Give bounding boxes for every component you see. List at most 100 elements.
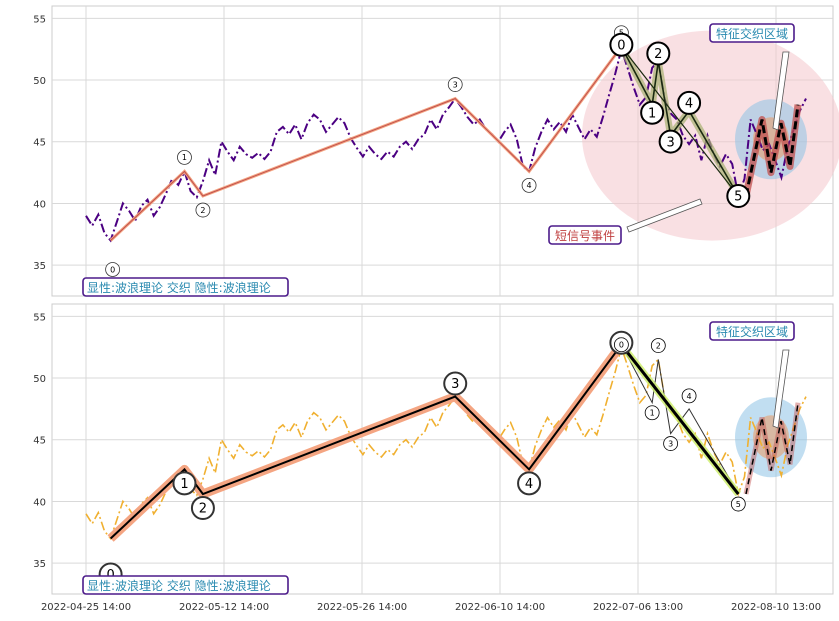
legend-box-text: 显性:波浪理论 交织 隐性:波浪理论	[87, 280, 271, 295]
wave-label-circle	[195, 202, 211, 218]
panel-bottom: 3540455055012345012345显性:波浪理论 交织 隐性:波浪理论…	[33, 303, 834, 613]
wave-label-text: 1	[180, 477, 188, 492]
legend-box: 显性:波浪理论 交织 隐性:波浪理论	[82, 277, 289, 297]
wave-label-circle	[443, 371, 468, 396]
wave2-label-marker: 0	[609, 32, 634, 57]
wave-label-text: 3	[451, 377, 459, 392]
y-tick-label: 45	[33, 138, 46, 149]
wave2-label-text: 5	[736, 500, 741, 509]
wave2-label-text: 4	[687, 392, 692, 401]
short-signal-text: 短信号事件	[555, 229, 615, 243]
wave-label-circle	[521, 177, 537, 193]
wave2-label-circle	[677, 90, 702, 115]
plot-frame	[51, 303, 834, 595]
wave2-label-text: 2	[654, 47, 662, 62]
wave-label-text: 3	[453, 80, 458, 89]
feature-region-annotation: 特征交织区域	[709, 23, 795, 131]
wave-label-circle	[447, 77, 463, 92]
wave2-label-text: 0	[617, 38, 625, 53]
wave-label-marker: 4	[517, 471, 542, 496]
wave-label-marker: 2	[195, 202, 211, 218]
wave2-label-circle	[640, 100, 665, 125]
wave2-diagonal	[620, 343, 740, 495]
wave-line	[109, 344, 623, 540]
wave-label-marker: 1	[172, 471, 197, 496]
feature-region-text: 特征交织区域	[716, 26, 788, 41]
wave2-diagonal	[620, 46, 739, 197]
feature-region-annotation: 特征交织区域	[709, 321, 795, 429]
feature-region-arrow	[772, 51, 790, 131]
wave-label-circle	[105, 262, 121, 277]
wave-label-marker: 0	[105, 262, 121, 277]
legend-box-frame	[82, 575, 289, 595]
y-tick-label: 35	[33, 559, 46, 570]
y-tick-label: 40	[33, 199, 46, 210]
wave-label-text: 2	[200, 206, 205, 215]
wave2-line	[620, 46, 739, 197]
y-tick-label: 55	[33, 312, 46, 323]
wave-label-circle	[177, 149, 192, 165]
wave2-label-text: 2	[656, 341, 661, 350]
pattern-dashed-line	[744, 104, 800, 197]
x-tick-label: 2022-05-26 14:00	[317, 602, 407, 613]
legend-box-text: 显性:波浪理论 交织 隐性:波浪理论	[87, 578, 271, 593]
wave2-label-circle	[681, 388, 697, 404]
wave2-label-circle	[650, 338, 666, 353]
x-tick-label: 2022-08-10 13:00	[731, 602, 821, 613]
wave2-label-marker: 5	[730, 496, 746, 512]
wave2-label-marker: 4	[677, 90, 702, 115]
wave2-label-text: 5	[734, 190, 742, 205]
wave2-label-circle	[644, 405, 660, 421]
price-series-line	[85, 344, 807, 541]
wave2-label-text: 1	[648, 106, 656, 121]
wave2-label-marker: 2	[650, 338, 666, 353]
x-tick-label: 2022-04-25 14:00	[41, 602, 131, 613]
wave2-label-circle	[663, 436, 679, 451]
legend-box-frame	[82, 277, 289, 297]
feature-region-text: 特征交织区域	[716, 324, 788, 339]
y-tick-label: 45	[33, 436, 46, 447]
wave-label-circle	[517, 471, 542, 496]
feature-region-arrow	[772, 349, 790, 429]
short-signal-arrow	[626, 198, 703, 233]
wave-label-text: 4	[525, 477, 533, 492]
wave2-label-circle	[646, 41, 671, 66]
legend-box: 显性:波浪理论 交织 隐性:波浪理论	[82, 575, 289, 595]
x-tick-label: 2022-06-10 14:00	[455, 602, 545, 613]
wave2-label-marker: 5	[726, 184, 751, 209]
short-signal-annotation: 短信号事件	[548, 198, 703, 245]
wave2-label-text: 4	[685, 97, 693, 112]
y-tick-label: 40	[33, 497, 46, 508]
wave2-label-marker: 3	[658, 129, 683, 154]
wave-label-marker: 4	[521, 177, 537, 193]
pattern-dashed-line	[745, 402, 799, 495]
wave-label-text: 0	[110, 265, 115, 274]
y-tick-label: 35	[33, 261, 46, 272]
feature-region-box	[709, 321, 795, 341]
wave2-label-marker: 4	[681, 388, 697, 404]
wave2-label-text: 3	[666, 135, 674, 150]
wave2-label-marker: 1	[640, 100, 665, 125]
wave2-label-circle	[613, 337, 629, 353]
x-tick-label: 2022-05-12 14:00	[179, 602, 269, 613]
panel-top: 3540455055012345012345显性:波浪理论 交织 隐性:波浪理论…	[33, 5, 839, 297]
wave2-label-marker: 1	[644, 405, 660, 421]
price-series-line	[85, 45, 807, 243]
wave2-label-circle	[609, 32, 634, 57]
y-tick-label: 50	[33, 76, 46, 87]
wave2-label-text: 3	[668, 439, 673, 448]
wave-line	[110, 46, 622, 241]
wave-label-text: 1	[182, 153, 187, 162]
y-tick-label: 55	[33, 14, 46, 25]
feature-region-box	[709, 23, 795, 43]
wave-label-circle	[172, 471, 197, 496]
wave-label-marker: 1	[177, 149, 192, 165]
short-signal-box	[548, 225, 622, 245]
wave-label-marker: 3	[443, 371, 468, 396]
pink-region-ellipse	[582, 30, 839, 241]
y-tick-label: 50	[33, 374, 46, 385]
wave2-label-text: 0	[619, 341, 624, 350]
wave2-label-marker: 2	[646, 41, 671, 66]
